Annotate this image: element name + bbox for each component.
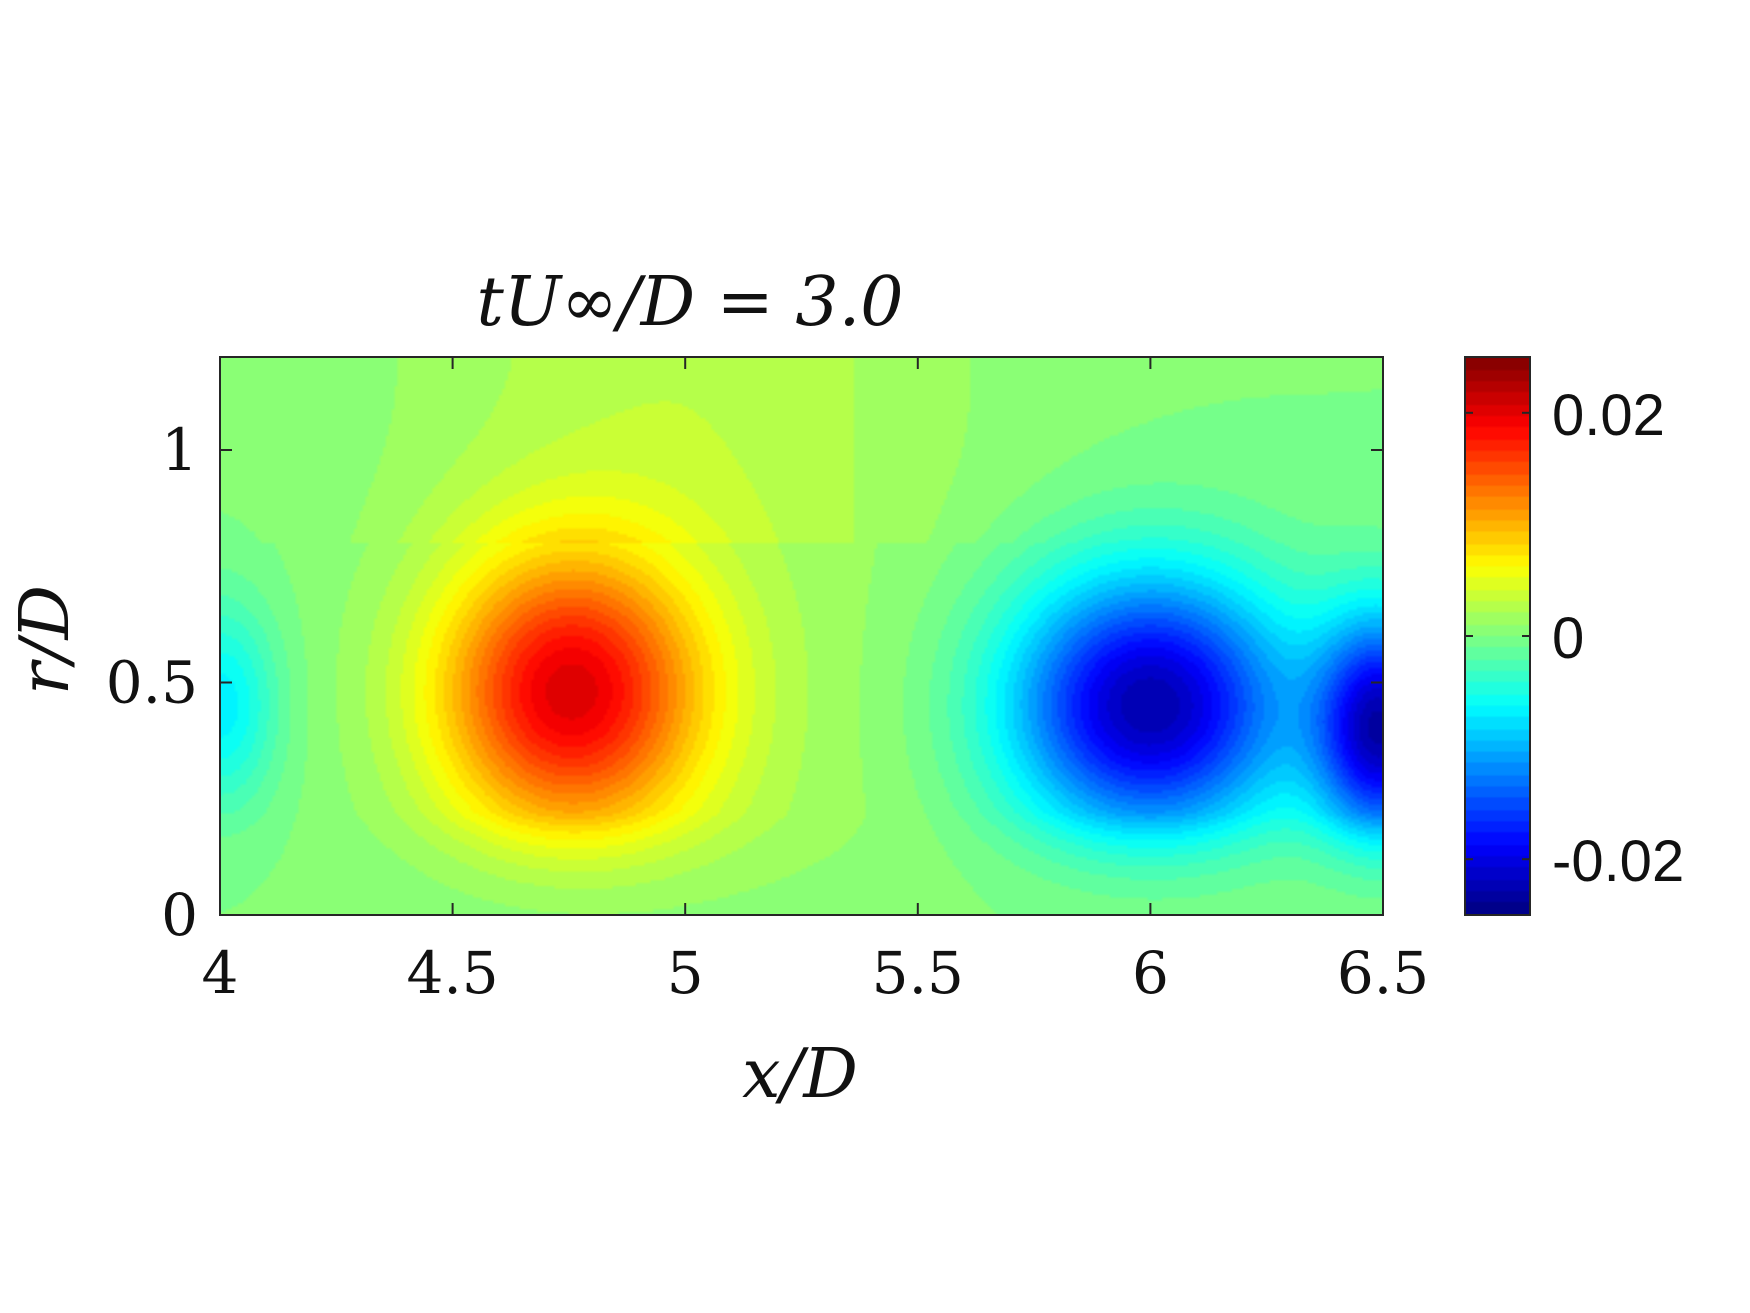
x-tick-label: 5 [667,939,704,1007]
y-tick-label: 1 [161,416,198,484]
y-tick-label: 0 [161,881,198,949]
x-ticks: 4 4.5 5 5.5 6 6.5 [202,357,1429,1007]
y-ticks: 00.51 [106,416,1383,949]
x-axis-label: x/D [742,1035,858,1114]
colorbar-tick-label: -0.02 [1552,829,1684,894]
colorbar-tick-label: 0.02 [1552,383,1665,448]
colorbar-image [1465,357,1530,915]
colorbar-tick-label: 0 [1552,606,1584,671]
colorbar: -0.02 0 0.02 [1464,356,1684,916]
heatmap-image [220,357,1383,915]
x-tick-label: 6 [1132,939,1169,1007]
plot-frame [219,356,1384,916]
x-tick-label: 6.5 [1337,939,1429,1007]
x-tick-label: 5.5 [872,939,964,1007]
x-tick-label: 4.5 [406,939,498,1007]
chart-title: tU∞/D = 3.0 [476,263,903,342]
plot-area: 4 4.5 5 5.5 6 6.5 00.51 [106,356,1429,1007]
y-tick-label: 0.5 [106,649,198,717]
y-axis-label: r/D [6,585,85,695]
colorbar-ticks: -0.02 0 0.02 [1465,383,1684,894]
x-tick-label: 4 [202,939,239,1007]
